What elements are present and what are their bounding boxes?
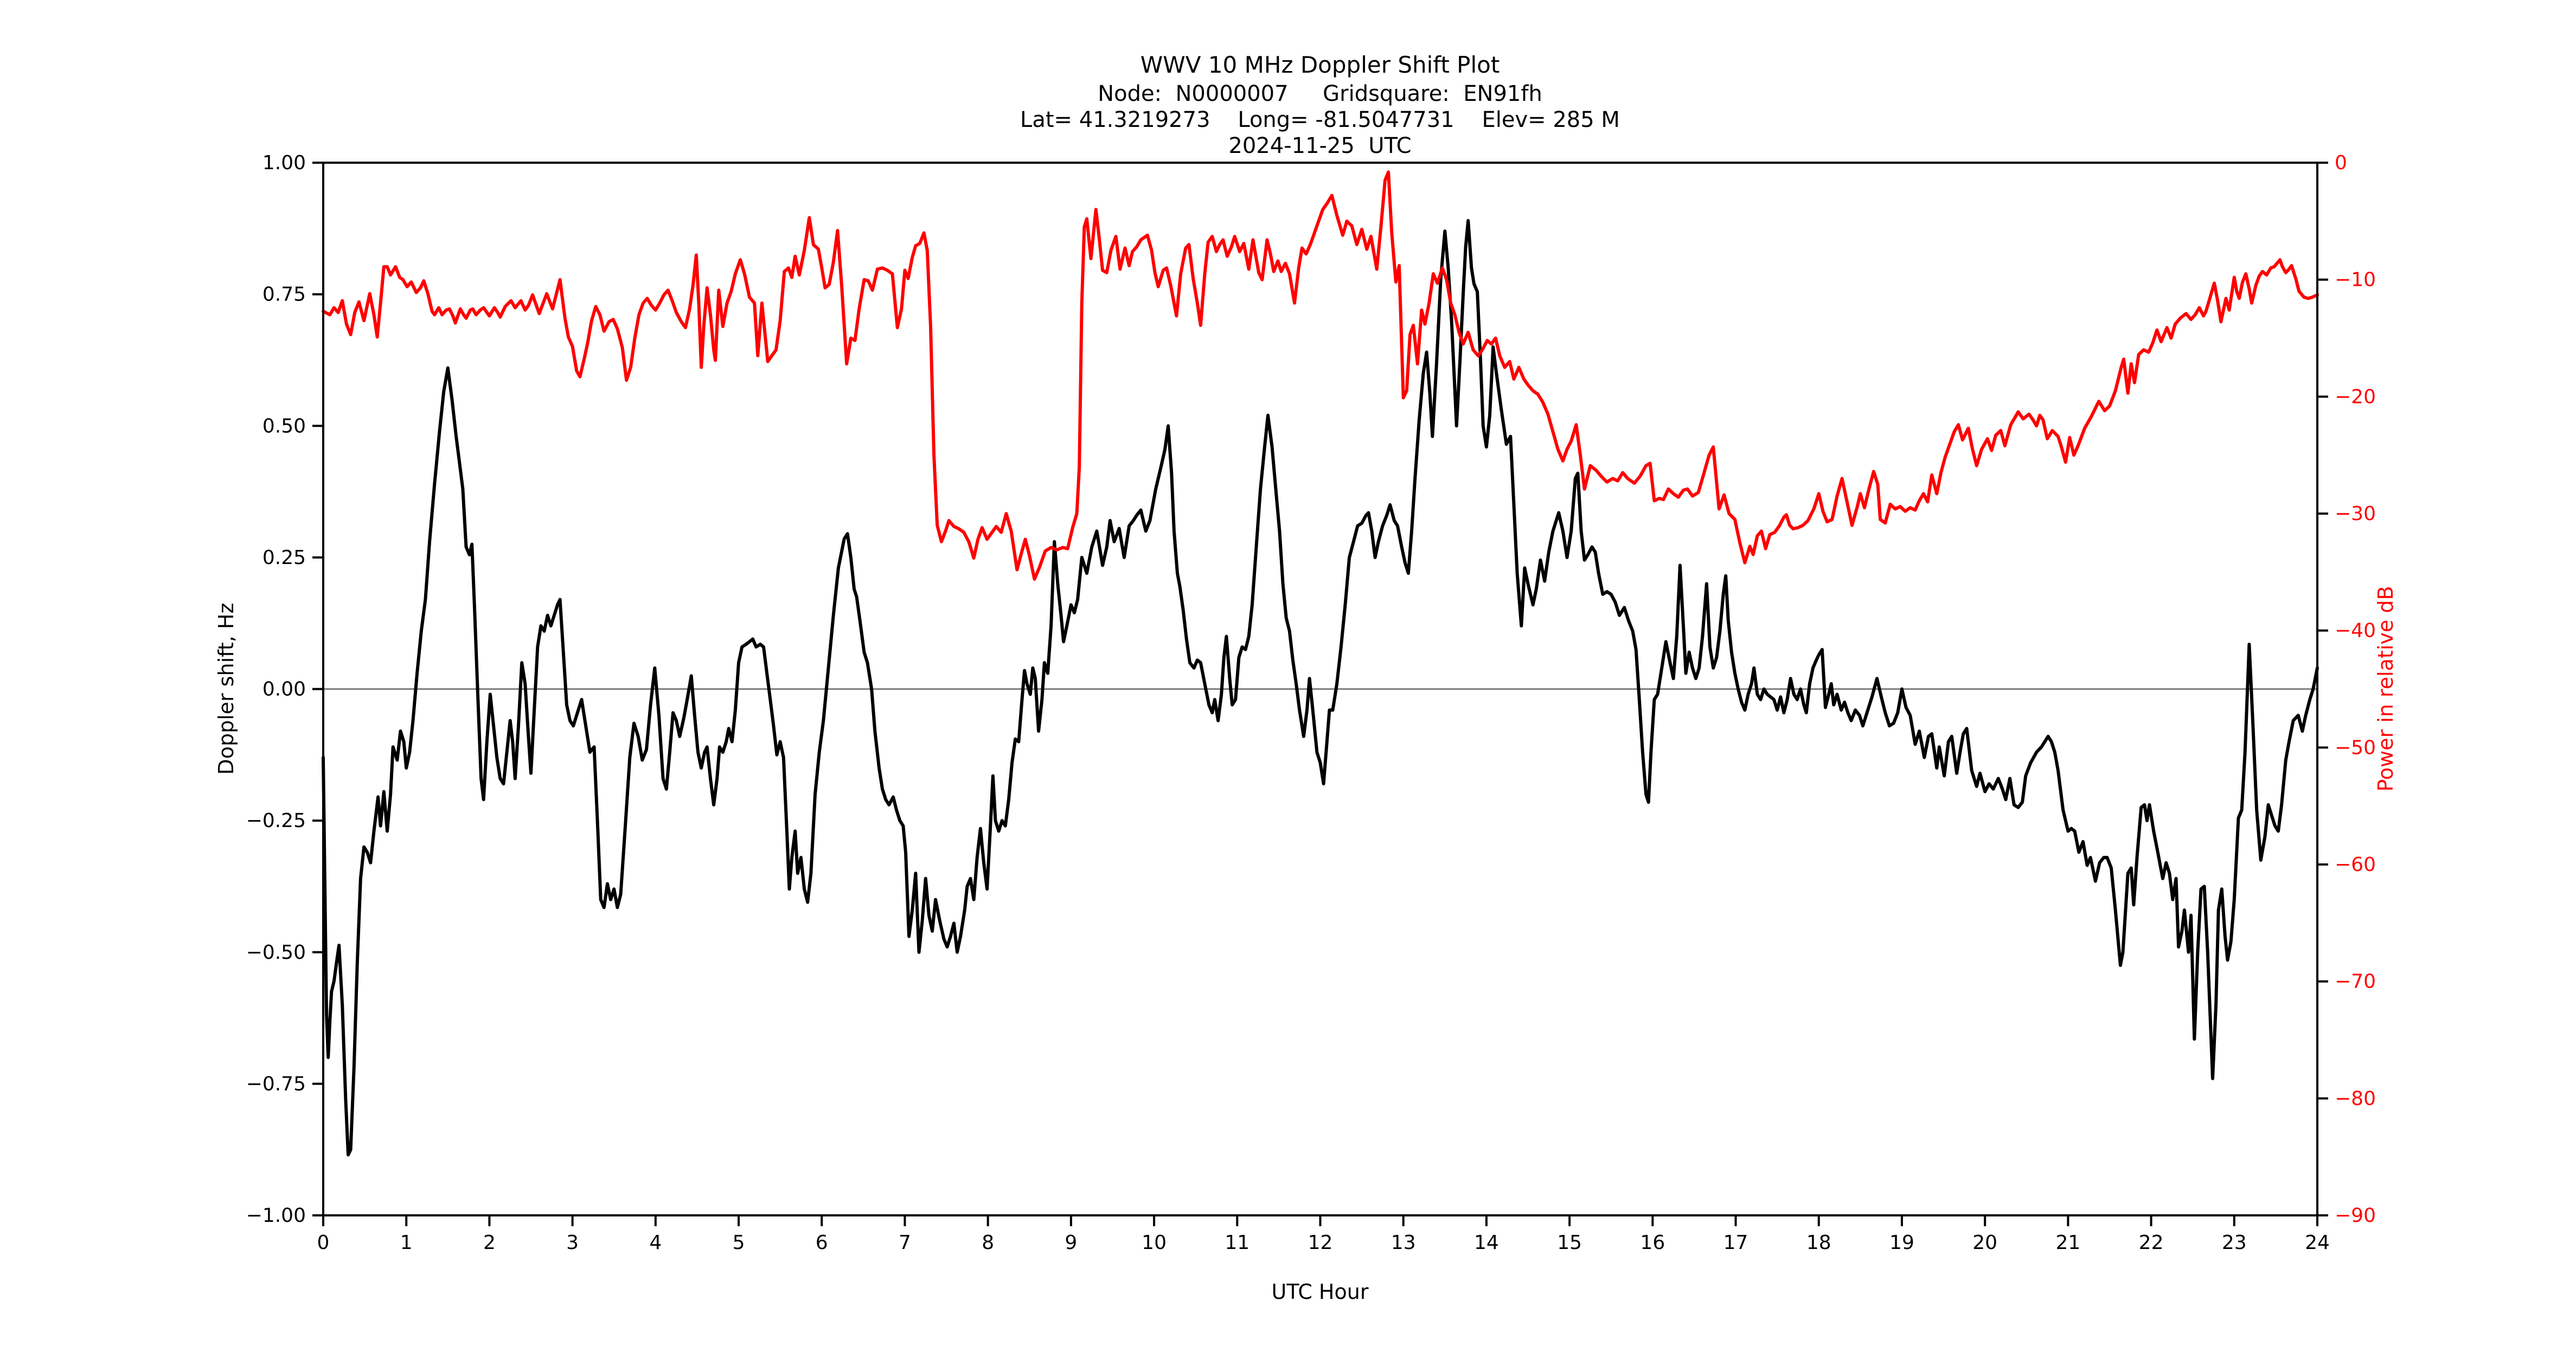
right-tick-label: −60: [2335, 854, 2376, 876]
left-tick-label: −0.50: [246, 941, 306, 964]
right-tick-label: −90: [2335, 1205, 2376, 1227]
left-tick-label: −0.75: [246, 1073, 306, 1095]
x-tick-label: 1: [400, 1232, 413, 1254]
left-axis-ticks: 1.00 0.75 0.50 0.25 0.00 −0.25 −0.50 −0.75 −1.00: [246, 152, 323, 1227]
left-tick-label: 0.25: [262, 547, 306, 569]
right-axis-ticks: 0 −10 −20 −30 −40 −50 −60 −70 −80 −90: [2317, 152, 2376, 1227]
right-tick-label: −50: [2335, 736, 2376, 759]
x-tick-label: 5: [733, 1232, 745, 1254]
x-tick-label: 2: [483, 1232, 496, 1254]
left-tick-label: 1.00: [262, 152, 306, 174]
right-tick-label: −80: [2335, 1087, 2376, 1110]
x-tick-label: 23: [2222, 1232, 2247, 1254]
right-tick-label: −10: [2335, 269, 2376, 291]
x-tick-label: 0: [317, 1232, 330, 1254]
x-tick-label: 13: [1391, 1232, 1416, 1254]
right-tick-label: −30: [2335, 503, 2376, 525]
x-tick-label: 4: [649, 1232, 662, 1254]
x-tick-label: 16: [1640, 1232, 1665, 1254]
left-tick-label: 0.50: [262, 415, 306, 437]
x-tick-label: 9: [1065, 1232, 1077, 1254]
x-tick-label: 8: [982, 1232, 994, 1254]
left-y-axis-label: Doppler shift, Hz: [214, 603, 238, 774]
x-tick-label: 3: [566, 1232, 579, 1254]
x-tick-label: 12: [1308, 1232, 1333, 1254]
chart-subtitle-node-gridsquare: Node: N0000007 Gridsquare: EN91fh: [1098, 81, 1542, 106]
x-tick-label: 6: [816, 1232, 828, 1254]
x-tick-label: 21: [2055, 1232, 2080, 1254]
x-axis-ticks: 0 1 2 3 4 5 6 7 8 9 10 11 12 13 14 15 16 17 18 19 20 21 22 23 24: [317, 1215, 2330, 1254]
right-y-axis-label: Power in relative dB: [2374, 586, 2398, 791]
right-tick-label: −20: [2335, 386, 2376, 408]
left-tick-label: −0.25: [246, 810, 306, 832]
x-tick-label: 18: [1806, 1232, 1831, 1254]
x-tick-label: 22: [2139, 1232, 2164, 1254]
right-tick-label: 0: [2335, 152, 2347, 174]
chart-subtitle-date: 2024-11-25 UTC: [1228, 133, 1411, 158]
x-tick-label: 10: [1142, 1232, 1167, 1254]
left-tick-label: 0.00: [262, 678, 306, 701]
x-axis-label: UTC Hour: [1272, 1280, 1369, 1304]
x-tick-label: 7: [899, 1232, 911, 1254]
x-tick-label: 19: [1889, 1232, 1914, 1254]
x-tick-label: 24: [2305, 1232, 2330, 1254]
x-tick-label: 14: [1474, 1232, 1499, 1254]
right-tick-label: −40: [2335, 620, 2376, 642]
x-tick-label: 17: [1723, 1232, 1748, 1254]
chart-subtitle-lat-long-elev: Lat= 41.3219273 Long= -81.5047731 Elev= …: [1020, 107, 1620, 132]
left-tick-label: 0.75: [262, 284, 306, 306]
power-line: [322, 170, 2319, 581]
right-tick-label: −70: [2335, 971, 2376, 993]
x-tick-label: 11: [1225, 1232, 1249, 1254]
x-tick-label: 20: [1972, 1232, 1997, 1254]
x-tick-label: 15: [1557, 1232, 1582, 1254]
left-tick-label: −1.00: [246, 1205, 306, 1227]
title-block: WWV 10 MHz Doppler Shift Plot Node: N000…: [1020, 52, 1620, 158]
doppler-shift-line: [322, 219, 2319, 1157]
chart-title: WWV 10 MHz Doppler Shift Plot: [1140, 52, 1500, 78]
